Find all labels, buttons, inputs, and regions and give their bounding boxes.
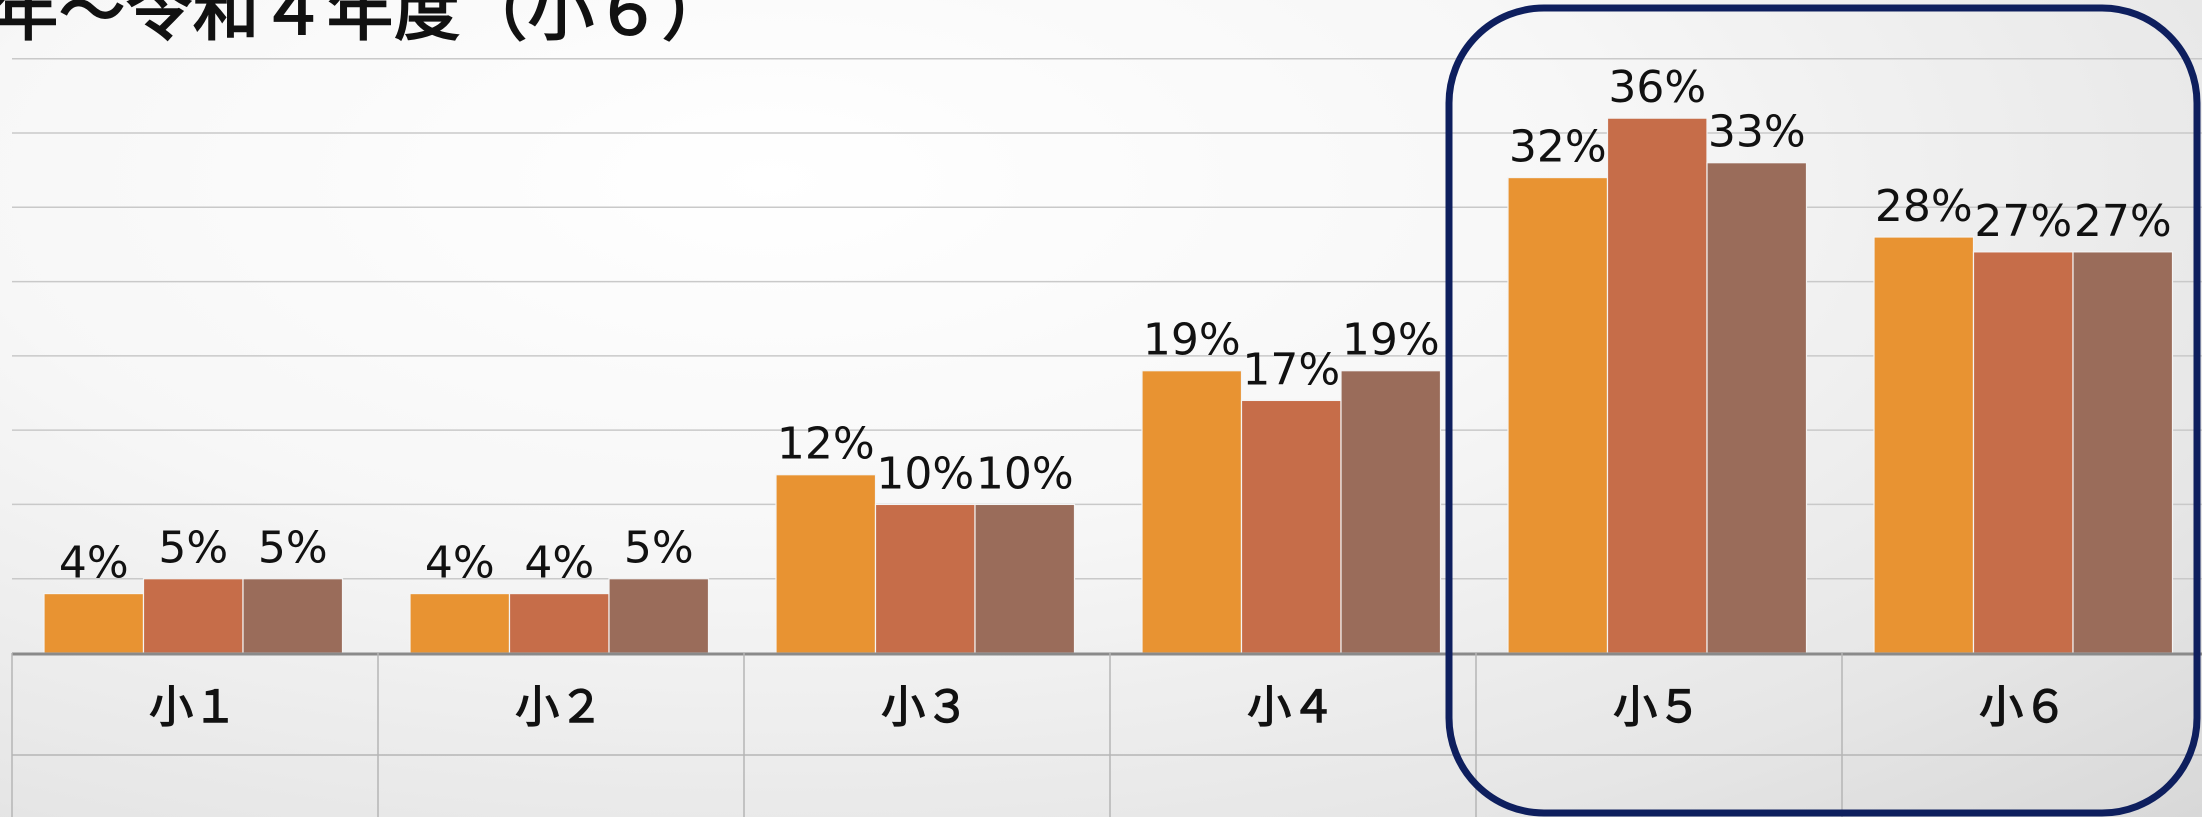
bars [43, 117, 2174, 654]
category-label: 小５ [1613, 682, 1701, 733]
category-label: 小６ [1979, 682, 2067, 733]
bar [1972, 251, 2074, 654]
category-label: 小１ [149, 682, 237, 733]
bar [508, 592, 610, 654]
page-title: 年〜令和４年度（小６） [0, 0, 729, 50]
bar [1340, 370, 1442, 654]
bar [242, 578, 344, 654]
gridlines [12, 57, 2202, 580]
data-label: 10% [976, 448, 1074, 499]
bar [2072, 251, 2174, 654]
data-label: 32% [1509, 122, 1607, 173]
category-table [11, 652, 2202, 817]
bar [409, 592, 511, 654]
data-label: 5% [624, 523, 694, 574]
highlight-frame [1445, 4, 2201, 817]
data-label: 12% [777, 419, 875, 470]
bar [608, 578, 710, 654]
data-label: 4% [59, 538, 129, 589]
bar [1141, 370, 1243, 654]
category-label: 小３ [881, 682, 969, 733]
bar [1606, 117, 1708, 654]
bar [874, 503, 976, 654]
bar [1240, 399, 1342, 654]
data-label: 4% [524, 538, 594, 589]
data-label: 5% [158, 523, 228, 574]
data-label: 5% [258, 523, 328, 574]
bar [142, 578, 244, 654]
data-label: 36% [1608, 62, 1706, 113]
bar [1507, 176, 1609, 654]
bar [974, 503, 1076, 654]
bar [775, 474, 877, 654]
data-label: 27% [1974, 196, 2072, 247]
data-label: 19% [1143, 315, 1241, 366]
data-label: 10% [876, 448, 974, 499]
category-label: 小４ [1247, 682, 1335, 733]
data-label: 19% [1342, 315, 1440, 366]
data-label: 28% [1875, 181, 1973, 232]
data-label: 4% [425, 538, 495, 589]
data-label: 17% [1242, 344, 1340, 395]
data-label: 33% [1708, 107, 1806, 158]
data-labels: 4% 5% 5% 4% 4% 5%12%10% 10%19%17%19%32%36%33%2… [59, 62, 2172, 588]
bar [1706, 162, 1808, 654]
category-labels: 小１ 小２ 小３ 小４ 小５ 小６ [149, 682, 2067, 733]
data-label: 27% [2074, 196, 2172, 247]
bar [1873, 236, 1975, 654]
bar [43, 592, 145, 654]
category-label: 小２ [515, 682, 603, 733]
